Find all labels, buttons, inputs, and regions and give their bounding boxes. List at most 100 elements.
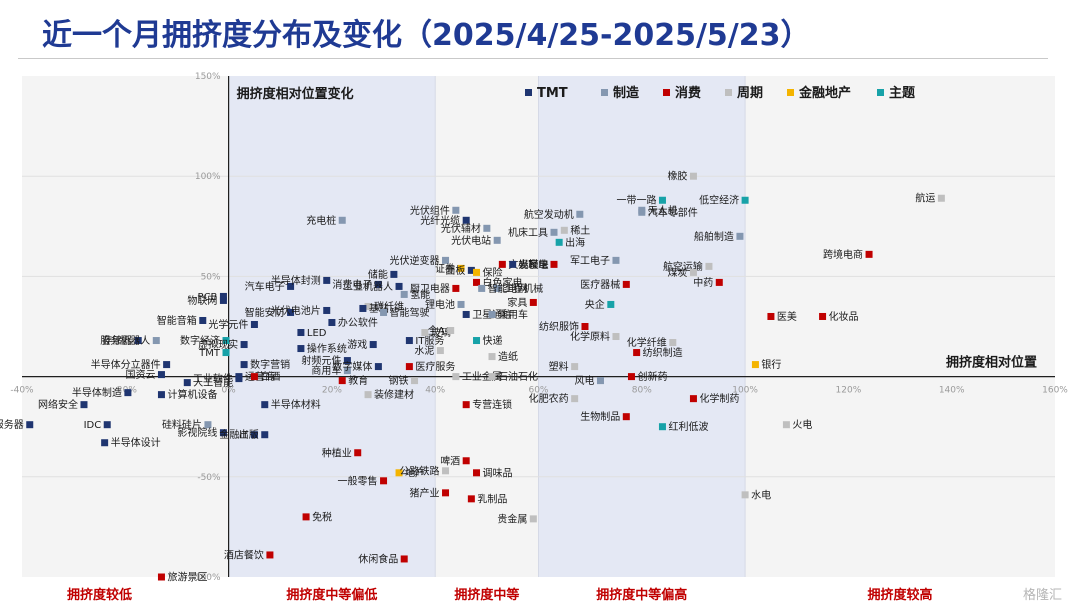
data-point-label: 影视院线	[177, 426, 217, 439]
data-point-label: 装修建材	[374, 388, 414, 401]
data-point	[473, 337, 481, 345]
data-point	[364, 302, 372, 310]
data-point-label: 快递	[483, 334, 503, 347]
data-point	[323, 306, 331, 314]
data-point	[457, 264, 465, 272]
data-point-label: 服务机器人	[100, 334, 150, 347]
data-point	[612, 256, 620, 264]
data-point	[478, 284, 486, 292]
x-tick-label: 0%	[221, 386, 236, 396]
data-point-label: TMT	[198, 348, 221, 359]
data-point	[395, 282, 403, 290]
data-point	[442, 467, 450, 475]
x-tick-label: 60%	[528, 386, 548, 396]
data-point	[658, 196, 666, 204]
crowding-scatter-chart: -40%-20%0%20%40%60%80%100%120%140%160%15…	[0, 72, 1068, 603]
data-point	[364, 391, 372, 399]
data-point-label: 工业机器人	[343, 280, 393, 293]
data-point	[638, 208, 646, 216]
data-point-label: 家具	[507, 296, 527, 309]
x-tick-label: 140%	[939, 386, 965, 396]
data-point	[865, 250, 873, 258]
legend-label: 主题	[889, 85, 916, 101]
data-point	[235, 373, 243, 381]
data-point	[596, 377, 604, 385]
data-point	[157, 391, 165, 399]
page-title: 近一个月拥挤度分布及变化（2025/4/25-2025/5/23）	[42, 18, 811, 53]
title-divider	[18, 58, 1048, 59]
data-point	[715, 278, 723, 286]
data-point-label: 汽车电子	[245, 280, 285, 293]
data-point-label: 白酒	[260, 370, 280, 383]
data-point	[266, 551, 274, 559]
data-point	[457, 300, 465, 308]
data-point	[627, 373, 635, 381]
data-point-label: 光模块	[519, 258, 549, 271]
data-point	[669, 339, 677, 347]
data-point	[488, 373, 496, 381]
legend-swatch	[787, 89, 794, 96]
data-point-label: 保险	[483, 266, 503, 279]
data-point-label: 航运	[915, 192, 935, 205]
data-point	[689, 268, 697, 276]
data-point	[571, 363, 579, 371]
data-point	[436, 347, 444, 355]
legend-label: 金融地产	[798, 85, 851, 101]
data-point-label: 光学元件	[208, 318, 248, 331]
data-point	[442, 489, 450, 497]
data-point	[134, 337, 142, 345]
data-point	[819, 312, 827, 320]
data-point-label: 一带一路	[616, 194, 656, 207]
data-point-label: 存储器	[102, 334, 132, 347]
x-tick-label: 100%	[732, 386, 758, 396]
legend-swatch	[663, 89, 670, 96]
legend-label: TMT	[537, 86, 568, 101]
zone-label: 拥挤度中等偏低	[286, 587, 377, 603]
data-point	[462, 310, 470, 318]
data-point	[26, 421, 34, 429]
data-point-label: 化妆品	[829, 310, 859, 323]
data-point	[338, 377, 346, 385]
data-point-label: 机床工具	[508, 226, 548, 239]
y-axis-label: 拥挤度相对位置变化	[237, 86, 354, 102]
data-point	[400, 290, 408, 298]
data-point	[782, 421, 790, 429]
data-point-label: 医美	[777, 310, 797, 323]
data-point-label: 化学纤维	[627, 336, 667, 349]
zone-label: 拥挤度较高	[868, 587, 933, 603]
data-point	[390, 270, 398, 278]
data-point	[473, 469, 481, 477]
data-point-label: 全A	[428, 324, 445, 337]
data-point-label: 纺织制造	[643, 346, 683, 359]
data-point-label: 乳制品	[477, 492, 507, 505]
data-point-label: 智能电网	[488, 282, 528, 295]
data-point	[462, 457, 470, 465]
data-point	[400, 555, 408, 563]
data-point	[767, 312, 775, 320]
data-point-label: 储能	[368, 268, 388, 281]
data-point-label: 教育	[348, 374, 368, 387]
data-point-label: 光伏逆变器	[390, 254, 440, 267]
data-point-label: 汽车零部件	[648, 206, 698, 219]
data-point-label: 光伏组件	[410, 204, 450, 217]
data-point-label: 稀土	[570, 224, 590, 237]
data-point	[152, 337, 160, 345]
data-point	[736, 232, 744, 240]
data-point	[354, 449, 362, 457]
data-point	[287, 282, 295, 290]
data-point	[261, 431, 269, 439]
data-point-label: 服务器	[0, 418, 24, 431]
data-point	[240, 341, 248, 349]
data-point	[689, 395, 697, 403]
data-point-label: 地产	[405, 466, 425, 479]
data-point	[411, 377, 419, 385]
data-point-label: 生物制品	[580, 410, 620, 423]
data-point	[741, 491, 749, 499]
data-point-label: 光伏电池片	[271, 304, 321, 317]
data-point-label: 操作系统	[307, 342, 347, 355]
data-point	[467, 266, 475, 274]
data-point-label: 证券	[435, 262, 455, 275]
data-point-label: 跨境电商	[823, 248, 863, 261]
data-point	[297, 329, 305, 337]
data-point-label: 橡胶	[667, 170, 687, 183]
